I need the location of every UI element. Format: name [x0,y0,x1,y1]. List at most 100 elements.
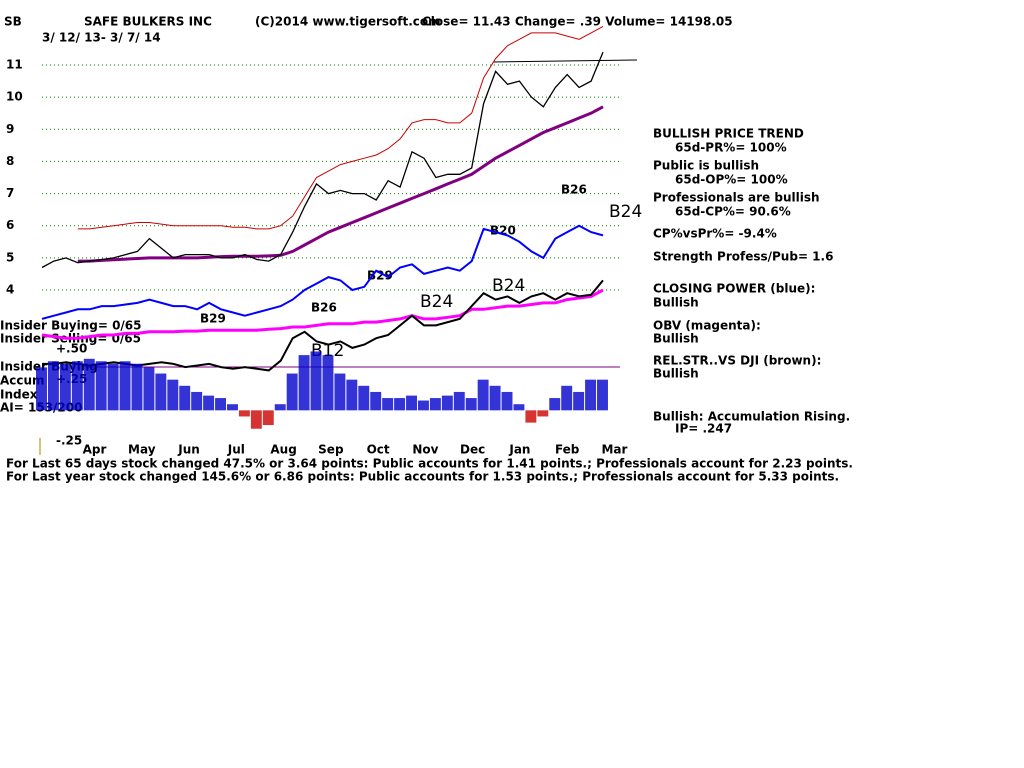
resistance-line [492,59,638,63]
footer-line: For Last year stock changed 145.6% or 6.… [6,470,839,484]
bar [119,361,131,411]
bar [107,363,119,411]
annotation: B29 [367,269,393,283]
bar [310,351,322,411]
y-tick-label: 7 [6,186,14,200]
bar [262,410,274,426]
bar [429,398,441,411]
side-panel-line: Professionals are bullish [653,191,820,205]
y-tick-label: 11 [6,58,23,72]
bar [286,373,298,411]
symbol: SB [4,15,22,29]
x-tick-label: Jan [508,443,530,457]
annotation: B26 [311,301,337,315]
bar [597,379,608,411]
left-label: Accum [0,374,45,388]
bar [513,404,525,411]
bar [83,358,95,411]
series-line [77,25,604,230]
bar [215,398,227,411]
bar [322,355,334,411]
y-tick-label: 6 [6,218,14,232]
bar [227,404,238,411]
side-panel-line: Bullish [653,332,699,346]
bar [167,379,179,411]
series-line [41,224,604,320]
bar [406,395,417,411]
x-tick-label: Sep [318,443,344,457]
quote: Close= 11.43 Change= .39 Volume= 14198.0… [422,15,733,29]
side-panel-line: BULLISH PRICE TREND [653,127,804,141]
bar [47,361,59,411]
bar [549,398,561,411]
side-panel-line: 65d-CP%= 90.6% [675,205,791,219]
side-panel-line: CP%vsPr%= -9.4% [653,227,777,241]
x-tick-label: Dec [460,443,485,457]
bar [358,385,370,411]
side-panel-line: REL.STR..VS DJI (brown): [653,354,821,368]
x-tick-label: May [128,443,156,457]
series-line [41,51,604,269]
side-panel-line: OBV (magenta): [653,319,761,333]
bar [525,410,537,423]
bar [382,398,394,411]
annotation: B24 [492,276,525,296]
x-tick-label: Feb [555,443,580,457]
bar [203,395,215,411]
y-tick-label: 9 [6,122,14,136]
annotation: B26 [561,183,587,197]
bar [417,400,429,411]
bar [71,361,83,411]
company-name: SAFE BULKERS INC [84,15,212,29]
bar [143,367,155,411]
left-label: Insider Buying= 0/65 [0,319,142,333]
x-tick-label: Mar [601,443,627,457]
annotation: B29 [200,312,226,326]
bar [441,395,453,411]
bar [394,398,406,411]
bar [191,391,203,411]
x-tick-label: Apr [83,443,107,457]
side-panel-line: Bullish: Accumulation Rising. [653,410,850,424]
y-tick-label: 8 [6,154,14,168]
bar [298,355,310,411]
side-panel-line: Bullish [653,367,699,381]
series-line [77,105,604,263]
bar [585,379,597,411]
bar [274,404,286,411]
bar [501,391,513,411]
y-tick-label: 4 [6,283,14,297]
bar [453,391,465,411]
bar [537,410,549,417]
side-panel-line: Bullish [653,296,699,310]
left-label: Index [0,388,38,402]
side-panel-line: Public is bullish [653,159,759,173]
bar [561,385,573,411]
bar [346,379,358,411]
x-tick-label: Aug [270,443,296,457]
side-panel-line: IP= .247 [675,422,732,436]
bar [95,361,107,411]
side-panel-line: 65d-PR%= 100% [675,141,787,155]
bar [131,363,143,411]
side-panel-line: 65d-OP%= 100% [675,173,788,187]
bar [465,398,477,411]
bar [489,385,501,411]
annotation: B24 [420,292,453,312]
bar [334,373,346,411]
source: (C)2014 www.tigersoft.com [255,15,441,29]
annotation: B24 [609,202,642,222]
bar [370,391,382,411]
x-tick-label: Jul [227,443,245,457]
y-tick-label: +.50 [56,342,87,356]
date-range: 3/ 12/ 13- 3/ 7/ 14 [42,31,161,45]
x-tick-label: Jun [177,443,200,457]
x-tick-label: Oct [367,443,390,457]
side-panel-line: Strength Profess/Pub= 1.6 [653,250,833,264]
y-tick-label: -.25 [56,434,82,448]
bar [59,363,71,411]
bar [238,410,250,417]
annotation: B20 [490,224,516,238]
series-line [41,288,604,340]
